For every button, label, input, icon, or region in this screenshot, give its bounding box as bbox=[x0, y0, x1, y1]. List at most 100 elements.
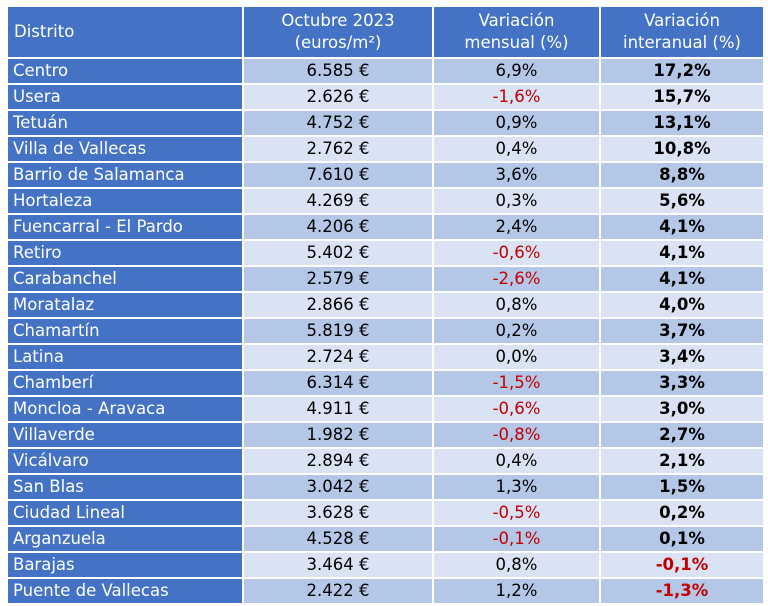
cell-mensual: 1,2% bbox=[434, 579, 599, 603]
cell-distrito: Carabanchel bbox=[8, 267, 242, 291]
cell-mensual: -0,8% bbox=[434, 423, 599, 447]
header-mensual-line1: Variación bbox=[478, 11, 555, 30]
table-row: Villa de Vallecas 2.762 €0,4% 10,8% bbox=[8, 137, 763, 161]
cell-precio: 6.314 € bbox=[244, 371, 432, 395]
cell-precio: 2.762 € bbox=[244, 137, 432, 161]
cell-interanual: 15,7% bbox=[601, 85, 763, 109]
cell-precio: 3.628 € bbox=[244, 501, 432, 525]
table-row: Usera 2.626 € -1,6% 15,7% bbox=[8, 85, 763, 109]
cell-precio: 4.752 € bbox=[244, 111, 432, 135]
cell-interanual: 1,5% bbox=[601, 475, 763, 499]
cell-mensual: -0,6% bbox=[434, 241, 599, 265]
cell-precio: 2.724 € bbox=[244, 345, 432, 369]
table-row: Chamberí 6.314 € -1,5% 3,3% bbox=[8, 371, 763, 395]
cell-mensual: 0,8% bbox=[434, 293, 599, 317]
cell-precio: 2.866 € bbox=[244, 293, 432, 317]
table-row: Hortaleza 4.269 €0,3% 5,6% bbox=[8, 189, 763, 213]
cell-precio: 2.894 € bbox=[244, 449, 432, 473]
cell-distrito: Villa de Vallecas bbox=[8, 137, 242, 161]
cell-distrito: Moratalaz bbox=[8, 293, 242, 317]
cell-interanual: 8,8% bbox=[601, 163, 763, 187]
cell-mensual: 0,0% bbox=[434, 345, 599, 369]
table-row: San Blas 3.042 €1,3% 1,5% bbox=[8, 475, 763, 499]
cell-interanual: 3,7% bbox=[601, 319, 763, 343]
cell-precio: 4.269 € bbox=[244, 189, 432, 213]
table-row: Arganzuela 4.528 € -0,1% 0,1% bbox=[8, 527, 763, 551]
table-row: Barajas 3.464 €0,8% -0,1% bbox=[8, 553, 763, 577]
table-row: Barrio de Salamanca 7.610 €3,6% 8,8% bbox=[8, 163, 763, 187]
cell-interanual: 10,8% bbox=[601, 137, 763, 161]
table-container: Distrito Octubre 2023 (euros/m²) Variaci… bbox=[6, 5, 765, 605]
cell-precio: 2.422 € bbox=[244, 579, 432, 603]
cell-interanual: 17,2% bbox=[601, 59, 763, 83]
cell-mensual: -1,5% bbox=[434, 371, 599, 395]
cell-distrito: Chamartín bbox=[8, 319, 242, 343]
cell-mensual: -0,5% bbox=[434, 501, 599, 525]
cell-precio: 2.579 € bbox=[244, 267, 432, 291]
cell-interanual: -1,3% bbox=[601, 579, 763, 603]
cell-interanual: 5,6% bbox=[601, 189, 763, 213]
cell-distrito: Latina bbox=[8, 345, 242, 369]
table-row: Centro 6.585 €6,9% 17,2% bbox=[8, 59, 763, 83]
header-row: Distrito Octubre 2023 (euros/m²) Variaci… bbox=[8, 7, 763, 57]
cell-precio: 5.819 € bbox=[244, 319, 432, 343]
cell-interanual: 3,0% bbox=[601, 397, 763, 421]
cell-interanual: 0,2% bbox=[601, 501, 763, 525]
cell-mensual: -0,6% bbox=[434, 397, 599, 421]
cell-precio: 7.610 € bbox=[244, 163, 432, 187]
table-header: Distrito Octubre 2023 (euros/m²) Variaci… bbox=[8, 7, 763, 57]
cell-distrito: Arganzuela bbox=[8, 527, 242, 551]
header-interanual-line2: interanual (%) bbox=[623, 33, 741, 52]
cell-distrito: Barrio de Salamanca bbox=[8, 163, 242, 187]
cell-interanual: 4,1% bbox=[601, 241, 763, 265]
cell-distrito: Centro bbox=[8, 59, 242, 83]
cell-distrito: Barajas bbox=[8, 553, 242, 577]
cell-precio: 3.464 € bbox=[244, 553, 432, 577]
header-distrito: Distrito bbox=[8, 7, 242, 57]
table-row: Moratalaz 2.866 €0,8% 4,0% bbox=[8, 293, 763, 317]
cell-precio: 1.982 € bbox=[244, 423, 432, 447]
cell-distrito: Ciudad Lineal bbox=[8, 501, 242, 525]
cell-mensual: 6,9% bbox=[434, 59, 599, 83]
table-row: Retiro 5.402 € -0,6% 4,1% bbox=[8, 241, 763, 265]
table-row: Moncloa - Aravaca 4.911 € -0,6% 3,0% bbox=[8, 397, 763, 421]
cell-distrito: Usera bbox=[8, 85, 242, 109]
header-precio-line1: Octubre 2023 bbox=[281, 11, 395, 30]
table-row: Ciudad Lineal 3.628 € -0,5% 0,2% bbox=[8, 501, 763, 525]
cell-distrito: Villaverde bbox=[8, 423, 242, 447]
cell-precio: 5.402 € bbox=[244, 241, 432, 265]
table-row: Puente de Vallecas 2.422 €1,2% -1,3% bbox=[8, 579, 763, 603]
cell-distrito: Fuencarral - El Pardo bbox=[8, 215, 242, 239]
header-precio-line2: (euros/m²) bbox=[294, 33, 382, 52]
cell-mensual: 0,4% bbox=[434, 137, 599, 161]
cell-mensual: 2,4% bbox=[434, 215, 599, 239]
table-row: Chamartín 5.819 €0,2% 3,7% bbox=[8, 319, 763, 343]
table-body: Centro 6.585 €6,9% 17,2% Usera 2.626 € -1,6% 1… bbox=[8, 59, 763, 603]
cell-distrito: Puente de Vallecas bbox=[8, 579, 242, 603]
cell-mensual: -0,1% bbox=[434, 527, 599, 551]
header-precio: Octubre 2023 (euros/m²) bbox=[244, 7, 432, 57]
cell-interanual: 3,4% bbox=[601, 345, 763, 369]
table-row: Latina 2.724 €0,0% 3,4% bbox=[8, 345, 763, 369]
cell-mensual: 0,8% bbox=[434, 553, 599, 577]
cell-precio: 4.528 € bbox=[244, 527, 432, 551]
cell-mensual: -2,6% bbox=[434, 267, 599, 291]
cell-mensual: 0,3% bbox=[434, 189, 599, 213]
header-interanual: Variación interanual (%) bbox=[601, 7, 763, 57]
table-row: Villaverde 1.982 € -0,8% 2,7% bbox=[8, 423, 763, 447]
header-interanual-line1: Variación bbox=[644, 11, 720, 30]
cell-precio: 4.206 € bbox=[244, 215, 432, 239]
cell-precio: 3.042 € bbox=[244, 475, 432, 499]
cell-distrito: Tetuán bbox=[8, 111, 242, 135]
header-mensual-line2: mensual (%) bbox=[464, 33, 569, 52]
cell-interanual: 4,1% bbox=[601, 267, 763, 291]
cell-interanual: 4,0% bbox=[601, 293, 763, 317]
cell-distrito: Vicálvaro bbox=[8, 449, 242, 473]
cell-distrito: Hortaleza bbox=[8, 189, 242, 213]
table-row: Fuencarral - El Pardo 4.206 €2,4% 4,1% bbox=[8, 215, 763, 239]
cell-interanual: 13,1% bbox=[601, 111, 763, 135]
header-mensual: Variación mensual (%) bbox=[434, 7, 599, 57]
cell-interanual: 4,1% bbox=[601, 215, 763, 239]
cell-mensual: 0,4% bbox=[434, 449, 599, 473]
table-row: Tetuán 4.752 €0,9% 13,1% bbox=[8, 111, 763, 135]
